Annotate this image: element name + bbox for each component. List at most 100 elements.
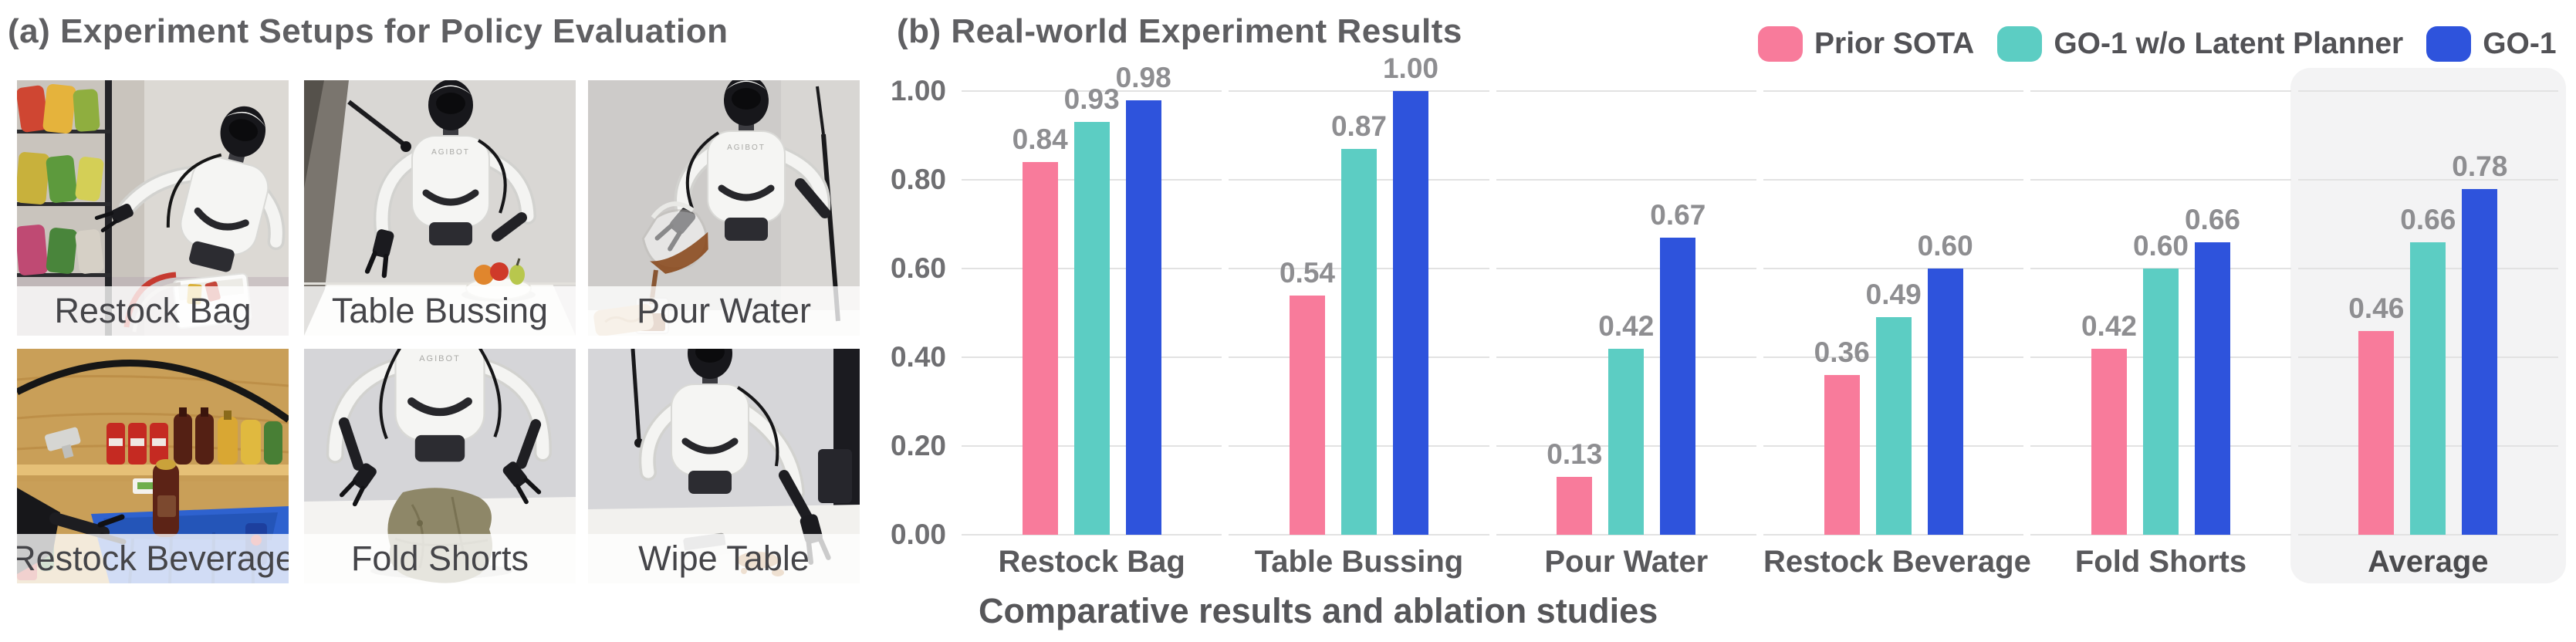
lamp-arm — [347, 100, 404, 146]
panel-a-title: (a) Experiment Setups for Policy Evaluat… — [8, 12, 729, 50]
task-photo-wipe-table: Wipe Table — [588, 349, 860, 583]
robot — [326, 349, 552, 504]
pear — [509, 265, 525, 285]
task-label-pour-water: Pour Water — [588, 286, 860, 336]
legend-item-go1-wo-latent-planner: GO-1 w/o Latent Planner — [1997, 26, 2403, 62]
gridline — [1763, 90, 2024, 92]
legend-label-go1: GO-1 — [2483, 27, 2557, 60]
gridline — [2030, 90, 2291, 92]
category-label-restock-bag: Restock Bag — [998, 545, 1185, 579]
robot-logo: AGIBOT — [431, 148, 470, 157]
y-tick-label: 0.20 — [890, 430, 946, 461]
bar-go-1-w-o-latent-planner-pour-water — [1608, 348, 1645, 535]
y-tick-label: 1.00 — [890, 75, 946, 106]
bar-value-label: 0.67 — [1650, 198, 1706, 231]
bar-go-1-restock-bag — [1125, 100, 1161, 535]
task-photo-restock-bag: Restock Bag — [17, 80, 289, 336]
task-photo-fold-shorts: AGIBOT Fold Shorts — [304, 349, 576, 583]
gridline — [1496, 268, 1756, 269]
bar-value-label: 0.60 — [1917, 230, 1973, 262]
clamp — [45, 427, 81, 459]
bar-value-label: 0.93 — [1063, 83, 1120, 116]
bar-go-1-w-o-latent-planner-restock-beverage — [1875, 317, 1912, 535]
y-tick-label: 0.00 — [890, 519, 946, 550]
task-label-restock-beverage: Restock Beverage — [17, 534, 289, 583]
category-label-pour-water: Pour Water — [1544, 545, 1709, 579]
facet-average: 0.46 0.66 0.78 — [2297, 90, 2558, 536]
task-label-restock-bag: Restock Bag — [17, 286, 289, 336]
gridline — [1496, 90, 1756, 92]
facet-fold-shorts: 0.42 0.60 0.66 — [2030, 90, 2291, 536]
bar-value-label: 0.49 — [1865, 279, 1922, 311]
gridline — [2030, 534, 2291, 536]
task-photo-pour-water: AGIBOT Pour Water — [588, 80, 860, 336]
legend-swatch-go1 — [2426, 26, 2472, 62]
legend-label-prior-sota: Prior SOTA — [1814, 27, 1975, 60]
orange — [474, 265, 494, 285]
gridline — [1496, 534, 1756, 536]
gridline — [1496, 179, 1756, 181]
bar-value-label: 0.13 — [1547, 438, 1603, 471]
legend-swatch-prior-sota — [1758, 26, 1803, 62]
y-tick-label: 0.60 — [890, 252, 946, 284]
robot — [367, 80, 536, 275]
legend-item-go1: GO-1 — [2426, 26, 2557, 62]
legend-label-go1-wo-latent-planner: GO-1 w/o Latent Planner — [2054, 27, 2404, 60]
bar-go-1-w-o-latent-planner-fold-shorts — [2142, 269, 2179, 535]
task-photo-restock-beverage: Restock Beverage — [17, 349, 289, 583]
gridline — [2297, 179, 2558, 181]
bar-go-1-w-o-latent-planner-restock-bag — [1073, 122, 1110, 535]
gridline — [2030, 179, 2291, 181]
gridline — [2297, 90, 2558, 92]
category-label-restock-beverage: Restock Beverage — [1763, 545, 2031, 579]
bar-value-label: 0.60 — [2132, 230, 2189, 262]
bar-value-label: 0.46 — [2348, 292, 2405, 324]
category-label-table-bussing: Table Bussing — [1254, 545, 1464, 579]
category-label-average: Average — [2368, 545, 2489, 579]
kettle — [641, 201, 708, 274]
gridline — [1229, 90, 1489, 92]
bar-value-label: 0.66 — [2400, 203, 2456, 235]
bar-value-label: 0.36 — [1814, 336, 1870, 368]
bar-value-label: 1.00 — [1382, 52, 1438, 84]
gridline — [1763, 179, 2024, 181]
panel-b-title: (b) Real-world Experiment Results — [897, 12, 1462, 50]
bar-value-label: 0.84 — [1012, 123, 1068, 155]
bar-value-label: 0.42 — [2081, 309, 2137, 342]
bar-go-1-average — [2462, 188, 2498, 535]
bar-prior-sota-average — [2358, 330, 2395, 535]
task-photo-table-bussing: AGIBOT Table Bussing — [304, 80, 576, 336]
robot-logo: AGIBOT — [419, 354, 461, 363]
bar-value-label: 0.66 — [2184, 203, 2240, 235]
bar-go-1-fold-shorts — [2194, 242, 2230, 535]
bar-value-label: 0.42 — [1598, 309, 1655, 342]
task-label-table-bussing: Table Bussing — [304, 286, 576, 336]
category-label-fold-shorts: Fold Shorts — [2074, 545, 2247, 579]
chart-legend: Prior SOTA GO-1 w/o Latent Planner GO-1 — [1758, 26, 2557, 62]
bar-go-1-table-bussing — [1392, 91, 1428, 535]
mic-stand — [630, 349, 641, 441]
bar-go-1-w-o-latent-planner-table-bussing — [1340, 148, 1377, 535]
task-label-fold-shorts: Fold Shorts — [304, 534, 576, 583]
bar-go-1-w-o-latent-planner-average — [2410, 242, 2446, 535]
bar-prior-sota-restock-bag — [1022, 162, 1058, 535]
robot — [92, 80, 289, 282]
y-tick-label: 0.80 — [890, 164, 946, 195]
bar-value-label: 0.78 — [2452, 150, 2508, 182]
bar-prior-sota-fold-shorts — [2091, 348, 2127, 535]
task-label-wipe-table: Wipe Table — [588, 534, 860, 583]
gridline — [1763, 534, 2024, 536]
robot — [638, 349, 829, 563]
facet-restock-bag: 0.84 0.93 0.98 — [962, 62, 1222, 536]
facet-pour-water: 0.13 0.42 0.67 — [1496, 90, 1756, 536]
bar-value-label: 0.54 — [1279, 256, 1335, 289]
snack-bags — [17, 83, 104, 275]
bar-prior-sota-table-bussing — [1289, 295, 1325, 535]
bar-prior-sota-restock-beverage — [1824, 375, 1860, 535]
bar-go-1-restock-beverage — [1927, 269, 1963, 535]
cable — [17, 360, 289, 423]
chart-caption: Comparative results and ablation studies — [979, 591, 1658, 630]
y-tick-label: 0.40 — [890, 341, 946, 373]
